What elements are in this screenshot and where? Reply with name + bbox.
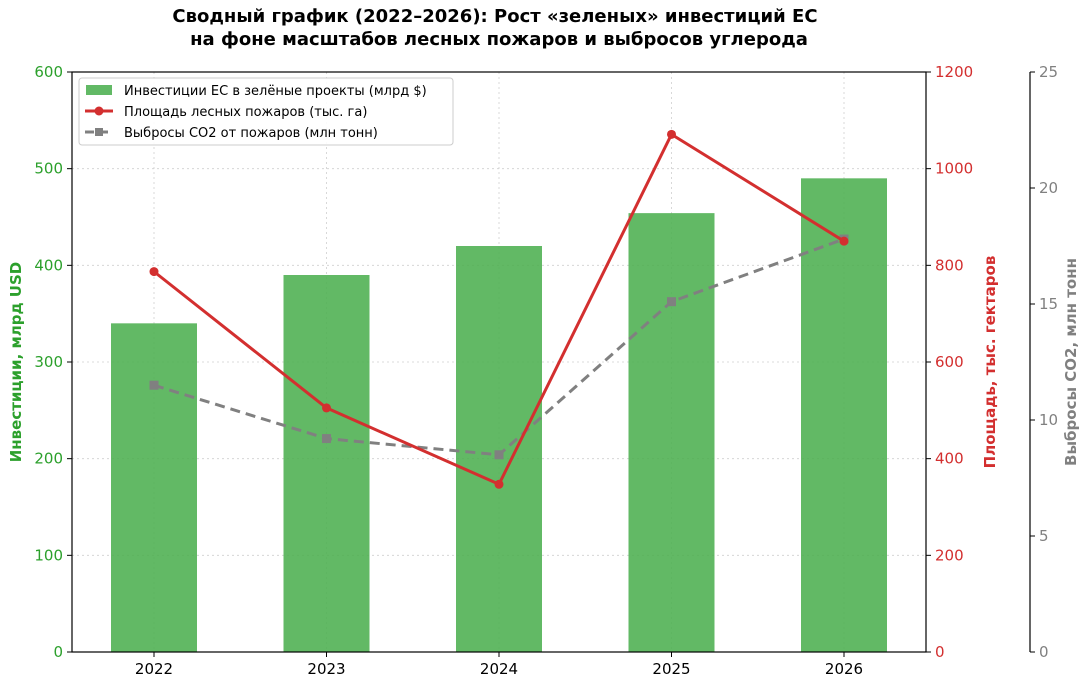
legend-label-fire-area: Площадь лесных пожаров (тыс. га) xyxy=(124,105,367,120)
legend-label-co2: Выбросы CO2 от пожаров (млн тонн) xyxy=(124,126,378,141)
left-axis-label: Инвестиции, млрд USD xyxy=(7,262,25,463)
point-co2-2025 xyxy=(667,297,676,307)
right2-tick-label: 20 xyxy=(1039,179,1058,197)
left-tick-label: 600 xyxy=(34,63,63,81)
point-co2-2024 xyxy=(494,450,504,460)
right1-axis-label: Площадь, тыс. гектаров xyxy=(981,256,999,469)
bar-investments-2025 xyxy=(628,213,715,652)
right1-tick-label: 0 xyxy=(935,643,945,661)
right2-axis: 0 5 10 15 20 25 xyxy=(1030,63,1058,661)
right1-axis: 0 200 400 600 800 1000 1200 xyxy=(926,63,973,661)
left-axis: 0 100 200 300 400 500 600 xyxy=(34,63,72,661)
legend-marker-fire-area xyxy=(94,106,104,116)
chart-title-line2: на фоне масштабов лесных пожаров и выбро… xyxy=(190,29,808,50)
legend-box xyxy=(78,77,454,146)
right2-tick-label: 10 xyxy=(1039,411,1058,429)
bar-investments-2024 xyxy=(456,246,542,652)
left-tick-label: 100 xyxy=(34,546,63,564)
bar-investments-2026 xyxy=(801,178,887,653)
right1-tick-label: 400 xyxy=(935,450,964,468)
point-fire-area-2026 xyxy=(839,236,849,246)
x-axis: 2022 2023 2024 2025 2026 xyxy=(135,652,863,678)
right2-axis-label: Выбросы CO2, млн тонн xyxy=(1062,258,1080,466)
left-tick-label: 300 xyxy=(34,353,63,371)
point-co2-2022 xyxy=(149,380,159,390)
right2-tick-label: 25 xyxy=(1039,63,1058,81)
bar-layer xyxy=(111,178,887,653)
right1-tick-label: 1200 xyxy=(935,63,973,81)
right2-tick-label: 5 xyxy=(1039,527,1049,545)
point-fire-area-2023 xyxy=(322,403,331,413)
line-layer xyxy=(149,129,849,489)
right1-tick-label: 800 xyxy=(935,256,964,274)
bar-investments-2023 xyxy=(283,275,370,652)
point-co2-2023 xyxy=(322,434,331,444)
legend-swatch-investments xyxy=(86,85,112,95)
x-tick-label: 2022 xyxy=(135,660,173,678)
left-tick-label: 200 xyxy=(34,450,63,468)
x-tick-label: 2024 xyxy=(480,660,518,678)
left-tick-label: 500 xyxy=(34,160,63,178)
right1-tick-label: 1000 xyxy=(935,160,973,178)
bar-investments-2022 xyxy=(111,323,197,652)
x-tick-label: 2023 xyxy=(307,660,345,678)
legend-label-investments: Инвестиции ЕС в зелёные проекты (млрд $) xyxy=(124,84,427,99)
left-tick-label: 0 xyxy=(53,643,63,661)
legend-marker-co2 xyxy=(95,128,103,136)
right2-tick-label: 0 xyxy=(1039,643,1049,661)
chart-title-line1: Сводный график (2022–2026): Рост «зелены… xyxy=(172,6,817,27)
right2-tick-label: 15 xyxy=(1039,295,1058,313)
x-tick-label: 2025 xyxy=(652,660,690,678)
x-tick-label: 2026 xyxy=(825,660,863,678)
point-fire-area-2022 xyxy=(149,267,159,277)
right1-tick-label: 600 xyxy=(935,353,964,371)
left-tick-label: 400 xyxy=(34,256,63,274)
point-fire-area-2024 xyxy=(494,479,504,489)
legend: Инвестиции ЕС в зелёные проекты (млрд $)… xyxy=(78,77,454,146)
point-fire-area-2025 xyxy=(667,129,676,139)
right1-tick-label: 200 xyxy=(935,546,964,564)
